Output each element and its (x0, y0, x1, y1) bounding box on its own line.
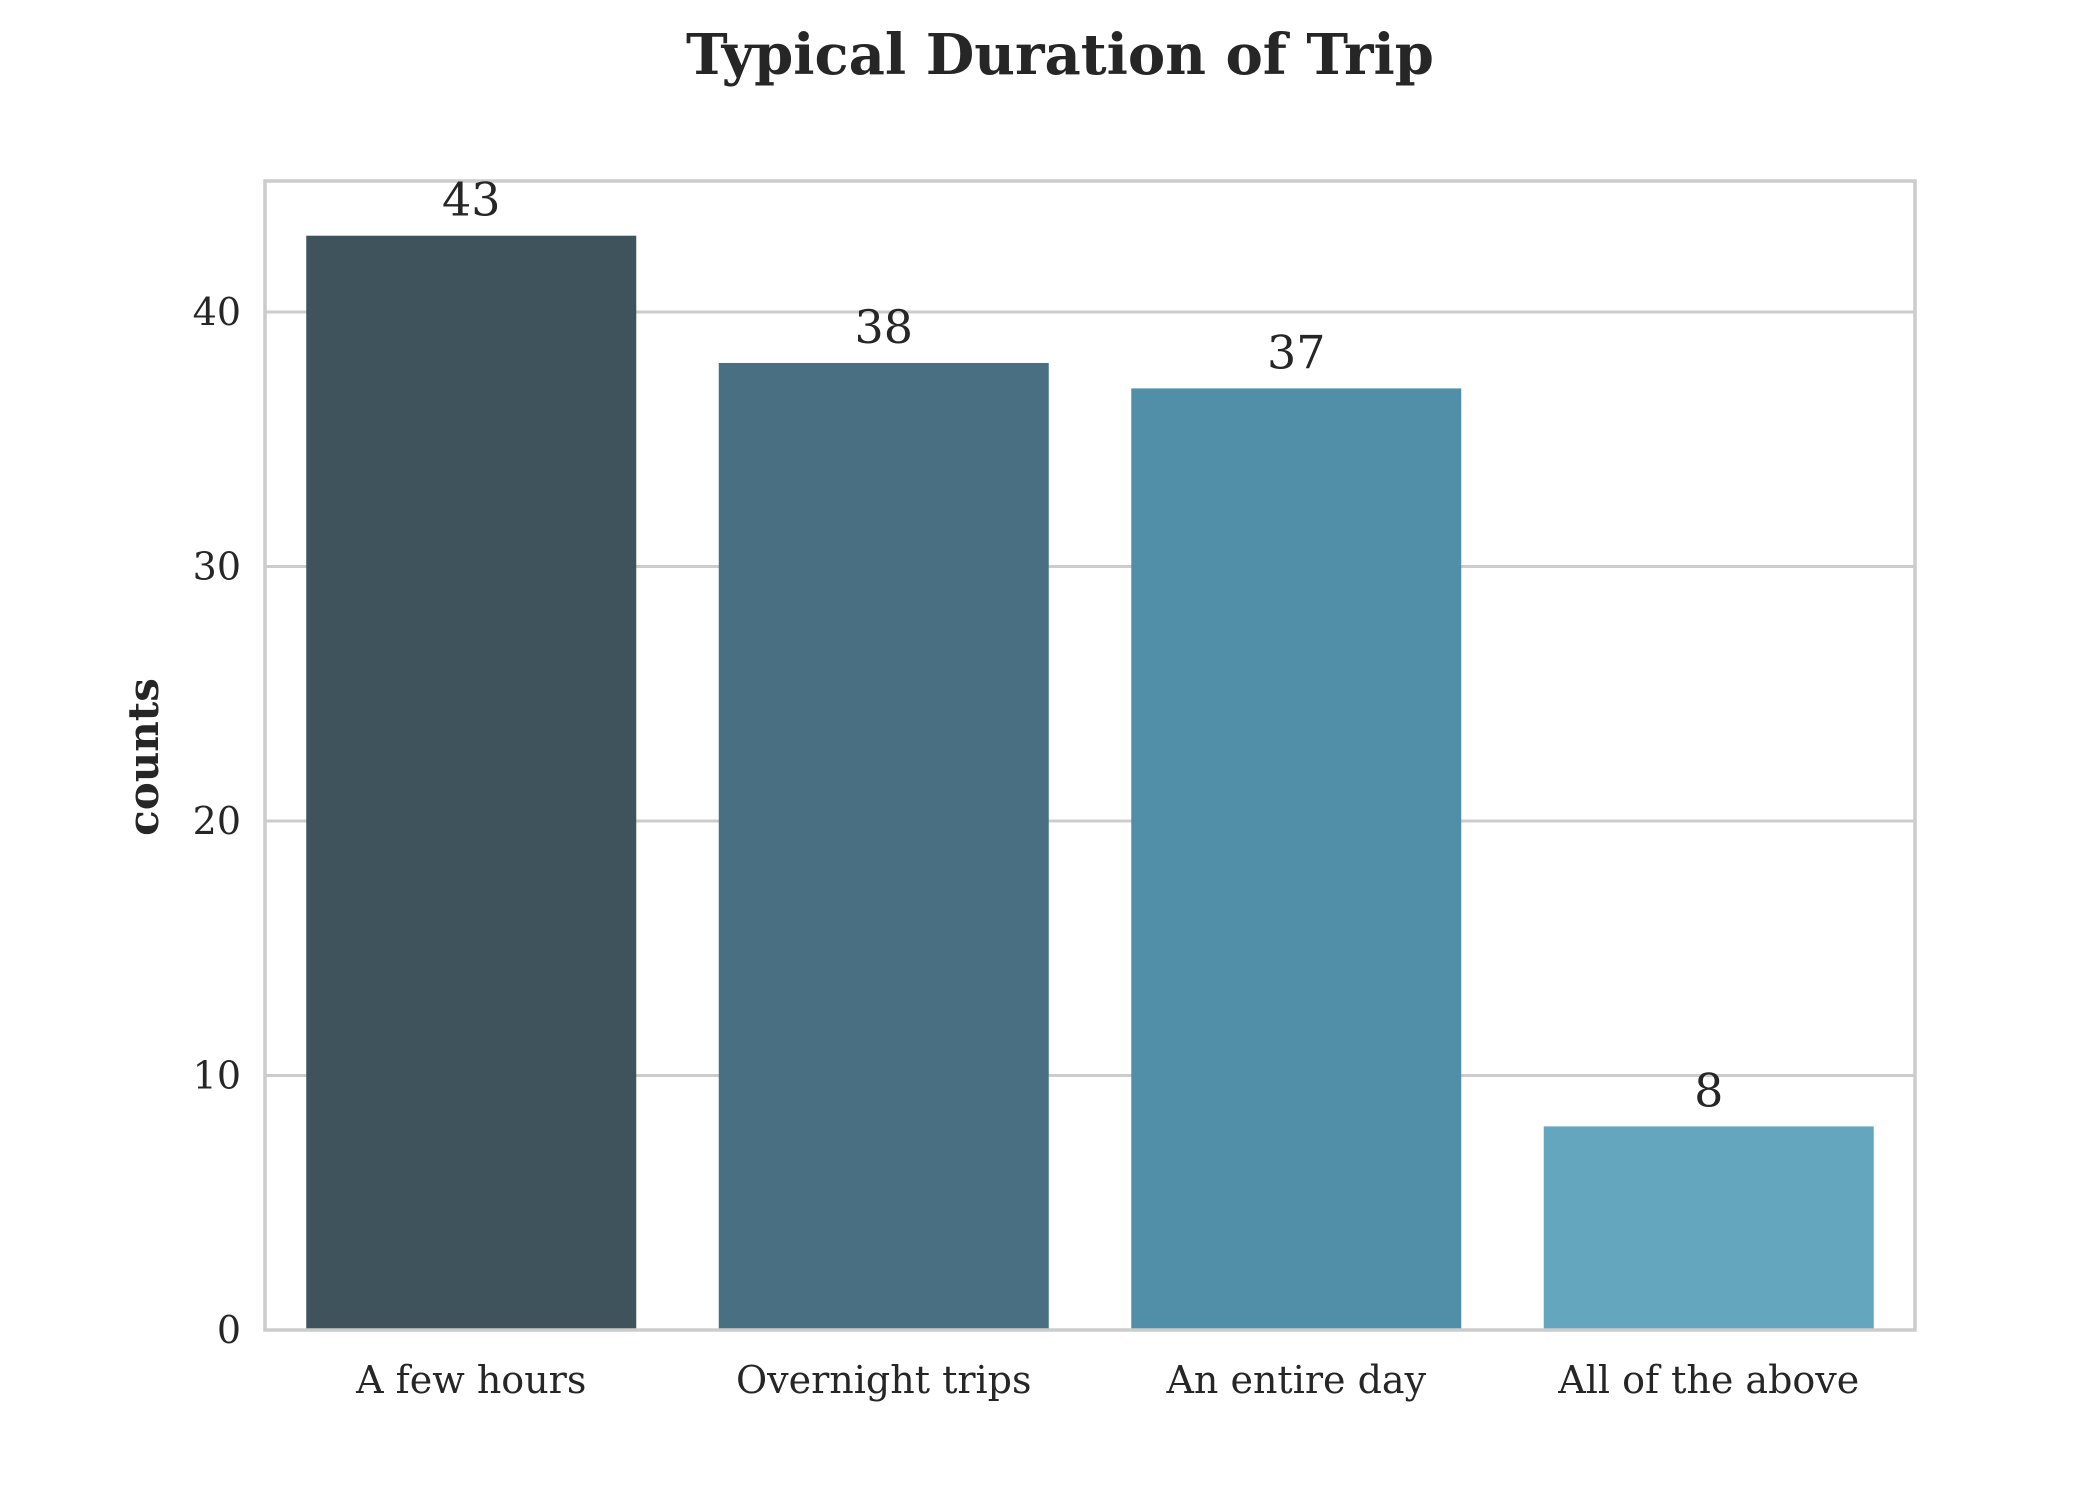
bars (306, 235, 1874, 1331)
bar (306, 235, 637, 1331)
y-tick-label: 0 (217, 1308, 241, 1352)
y-axis-label: counts (119, 678, 168, 836)
data-label: 43 (442, 173, 501, 227)
axis-ticks: 0 10 20 30 40 A few hours Overnight trips An en… (193, 290, 1860, 1402)
x-tick-label: An entire day (1165, 1358, 1426, 1402)
data-label: 37 (1267, 325, 1326, 379)
data-label: 8 (1694, 1063, 1723, 1117)
x-tick-label: All of the above (1557, 1358, 1859, 1402)
bar (1131, 388, 1462, 1331)
data-labels: 43 38 37 8 (442, 173, 1723, 1118)
x-tick-label: A few hours (355, 1358, 586, 1402)
chart-title: Typical Duration of Trip (686, 22, 1434, 88)
bar (718, 362, 1049, 1331)
y-tick-label: 10 (193, 1054, 241, 1098)
y-tick-label: 20 (193, 799, 241, 843)
plot-frame (263, 179, 1917, 1332)
x-tick-label: Overnight trips (736, 1358, 1031, 1402)
data-label: 38 (854, 300, 913, 354)
y-tick-label: 40 (193, 290, 241, 334)
y-tick-label: 30 (193, 545, 241, 589)
bar (1543, 1126, 1874, 1330)
